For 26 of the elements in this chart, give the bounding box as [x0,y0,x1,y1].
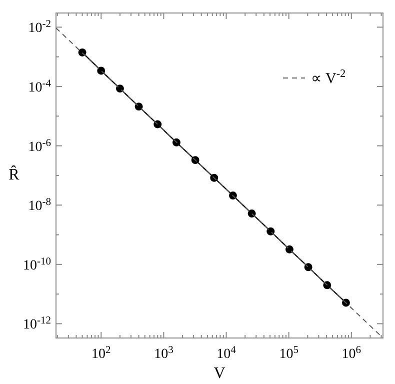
point [154,120,162,128]
x-tick-label: 10$^{4}$ [216,344,237,362]
point [97,66,106,75]
x-tick-label: 10$^{3}$ [154,344,174,362]
x-tick-label: 10$^{5}$ [279,344,298,362]
y-tick-label: 10$^{-8}$ [28,196,51,214]
x-tick-label: 10$^{6}$ [342,344,362,362]
point [304,263,312,272]
point [210,174,218,182]
point [266,227,275,236]
point [228,192,237,200]
point [248,210,256,218]
point [78,48,86,56]
y-tick-label: 10$^{-2}$ [28,18,51,36]
point [116,84,124,93]
y-axis-title: R̂ [8,164,20,184]
y-tick-label: 10$^{-6}$ [28,137,51,155]
x-tick-label: 10$^{2}$ [92,344,111,362]
y-tick-label: 10$^{-12}$ [23,315,51,333]
legend-label: ∝ V$^{-2}$ [311,68,346,87]
point [285,245,294,254]
x-axis-title: V [214,365,226,382]
y-tick-label: 10$^{-10}$ [23,256,51,274]
point [172,138,180,146]
y-tick-label: 10$^{-4}$ [28,78,52,96]
point [134,102,143,111]
